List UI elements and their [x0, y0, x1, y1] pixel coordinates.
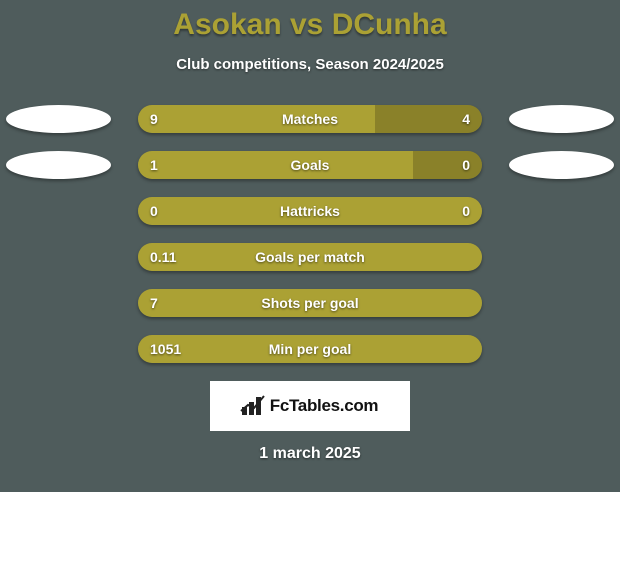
stat-bar-shots-per-goal: 7Shots per goal — [138, 289, 482, 317]
stat-bar-matches: 9Matches4 — [138, 105, 482, 133]
subtitle: Club competitions, Season 2024/2025 — [0, 56, 620, 73]
stats-card: Asokan vs DCunha Club competitions, Seas… — [0, 0, 620, 492]
bar-segment-left — [138, 243, 482, 271]
stat-row: 0Hattricks0 — [0, 197, 620, 225]
bar-segment-left — [138, 197, 482, 225]
bar-segment-left — [138, 105, 375, 133]
stat-row: 1051Min per goal — [0, 335, 620, 363]
stat-row: 9Matches4 — [0, 105, 620, 133]
player-left-badge — [6, 151, 111, 179]
stat-bar-goals: 1Goals0 — [138, 151, 482, 179]
date-label: 1 march 2025 — [0, 445, 620, 463]
stat-row: 1Goals0 — [0, 151, 620, 179]
bar-segment-right — [413, 151, 482, 179]
player-right-badge — [509, 105, 614, 133]
stat-bar-min-per-goal: 1051Min per goal — [138, 335, 482, 363]
bar-segment-left — [138, 335, 482, 363]
stat-row: 0.11Goals per match — [0, 243, 620, 271]
stat-rows: 9Matches4 1Goals0 0Hattricks0 0.11Goals per… — [0, 105, 620, 363]
bar-segment-left — [138, 289, 482, 317]
stat-row: 7Shots per goal — [0, 289, 620, 317]
logo-text: FcTables.com — [270, 396, 379, 416]
stat-bar-hattricks: 0Hattricks0 — [138, 197, 482, 225]
stat-bar-goals-per-match: 0.11Goals per match — [138, 243, 482, 271]
player-left-badge — [6, 105, 111, 133]
chart-icon — [242, 397, 264, 415]
bar-segment-right — [375, 105, 482, 133]
logo-box[interactable]: FcTables.com — [210, 381, 410, 431]
page-title: Asokan vs DCunha — [0, 0, 620, 42]
player-right-badge — [509, 151, 614, 179]
bar-segment-left — [138, 151, 413, 179]
